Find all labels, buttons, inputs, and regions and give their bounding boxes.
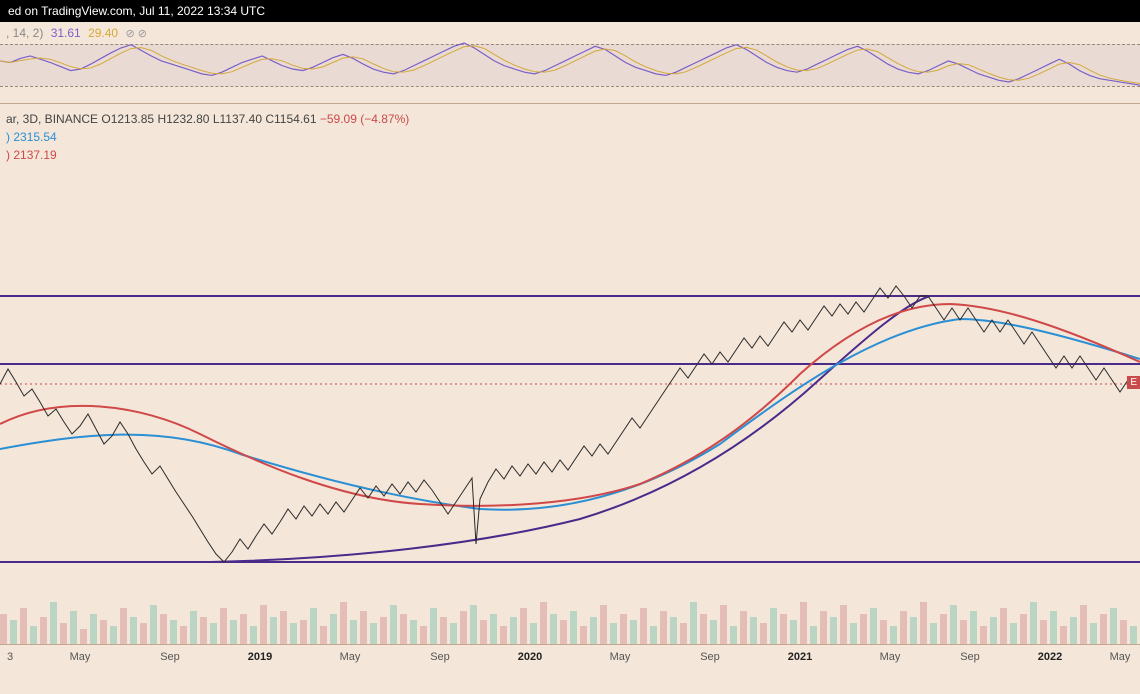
time-tick: May — [70, 651, 91, 663]
price-edge-badge: E — [1127, 376, 1140, 389]
rsi-params: , 14, 2) — [6, 26, 43, 40]
time-tick: Sep — [160, 651, 180, 663]
ma-red-line — [0, 304, 1140, 506]
rsi-value: 31.61 — [51, 26, 81, 40]
source-attribution-bar: ed on TradingView.com, Jul 11, 2022 13:3… — [0, 0, 1140, 22]
ma-red-value: 2137.19 — [13, 148, 56, 162]
change-value: −59.09 — [320, 112, 357, 126]
ma-blue-row: ) 2315.54 — [6, 128, 409, 146]
rsi-line — [0, 43, 1140, 85]
symbol-ohlc-row: ar, 3D, BINANCE O1213.85 H1232.80 L1137.… — [6, 110, 409, 128]
high-value: H1232.80 — [157, 112, 209, 126]
chart-legend: ar, 3D, BINANCE O1213.85 H1232.80 L1137.… — [6, 110, 409, 164]
close-value: C1154.61 — [265, 112, 316, 126]
time-tick: Sep — [700, 651, 720, 663]
rsi-indicator-panel[interactable]: , 14, 2) 31.61 29.40 ⊘ ⊘ — [0, 22, 1140, 104]
time-tick: May — [880, 651, 901, 663]
symbol-info: ar, 3D, BINANCE — [6, 112, 98, 126]
ma-blue-value: 2315.54 — [13, 130, 56, 144]
volume-histogram — [0, 602, 1137, 644]
time-tick: 2022 — [1038, 651, 1062, 663]
purple-trend-curve — [210, 296, 930, 562]
time-tick: 3 — [7, 651, 13, 663]
time-tick: 2020 — [518, 651, 542, 663]
low-value: L1137.40 — [213, 112, 262, 126]
ma-red-row: ) 2137.19 — [6, 146, 409, 164]
time-axis[interactable]: 3 May Sep 2019 May Sep 2020 May Sep 2021 May Sep 202… — [0, 644, 1140, 694]
rsi-signal-value: 29.40 — [88, 26, 118, 40]
time-tick: May — [1110, 651, 1131, 663]
main-chart-svg — [0, 104, 1140, 644]
source-text: ed on TradingView.com, Jul 11, 2022 13:3… — [8, 4, 265, 18]
time-tick: May — [340, 651, 361, 663]
time-tick: May — [610, 651, 631, 663]
change-pct: (−4.87%) — [360, 112, 409, 126]
time-tick: Sep — [430, 651, 450, 663]
time-tick: 2019 — [248, 651, 272, 663]
rsi-legend: , 14, 2) 31.61 29.40 ⊘ ⊘ — [6, 26, 151, 40]
open-value: O1213.85 — [101, 112, 154, 126]
rsi-signal-line — [0, 46, 1140, 84]
ma-blue-line — [0, 319, 1140, 510]
time-tick: 2021 — [788, 651, 812, 663]
price-chart-panel[interactable]: ar, 3D, BINANCE O1213.85 H1232.80 L1137.… — [0, 104, 1140, 644]
rsi-chart — [0, 22, 1140, 103]
rsi-settings-icon[interactable]: ⊘ ⊘ — [125, 28, 147, 40]
time-tick: Sep — [960, 651, 980, 663]
